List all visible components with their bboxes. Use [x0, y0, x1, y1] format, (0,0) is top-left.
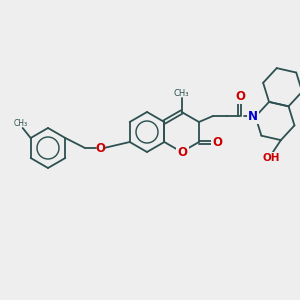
Text: O: O: [212, 136, 222, 148]
Text: CH₃: CH₃: [14, 119, 28, 128]
Text: O: O: [178, 146, 188, 158]
Text: N: N: [248, 110, 258, 122]
Text: CH₃: CH₃: [174, 88, 189, 98]
Text: O: O: [235, 89, 245, 103]
Text: O: O: [95, 142, 105, 154]
Text: OH: OH: [262, 153, 280, 163]
